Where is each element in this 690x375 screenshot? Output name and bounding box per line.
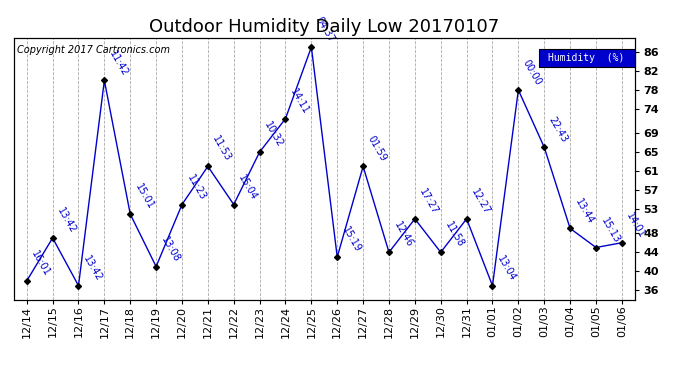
Text: 14:01: 14:01: [624, 211, 647, 240]
Text: 10:32: 10:32: [262, 120, 285, 149]
Text: 04:37: 04:37: [314, 15, 337, 44]
Text: 14:11: 14:11: [288, 87, 311, 116]
Text: 15:19: 15:19: [340, 225, 363, 254]
Text: 12:27: 12:27: [469, 187, 492, 216]
Text: 13:42: 13:42: [55, 206, 78, 235]
Text: 17:27: 17:27: [417, 187, 440, 216]
Text: 00:00: 00:00: [521, 58, 544, 87]
Title: Outdoor Humidity Daily Low 20170107: Outdoor Humidity Daily Low 20170107: [149, 18, 500, 36]
Bar: [539, 49, 635, 67]
Text: 15:01: 15:01: [133, 182, 156, 212]
Text: Copyright 2017 Cartronics.com: Copyright 2017 Cartronics.com: [17, 45, 170, 56]
Text: 13:44: 13:44: [573, 196, 595, 226]
Text: 11:42: 11:42: [107, 48, 130, 78]
Text: 11:23: 11:23: [185, 172, 208, 202]
Text: 15:13: 15:13: [599, 216, 622, 245]
Text: 22:43: 22:43: [547, 115, 570, 144]
Text: 11:58: 11:58: [444, 220, 466, 249]
Text: 15:04: 15:04: [237, 172, 259, 202]
Text: 13:08: 13:08: [159, 235, 181, 264]
Text: 01:59: 01:59: [366, 135, 388, 164]
Text: 13:42: 13:42: [81, 254, 104, 283]
Text: Humidity  (%): Humidity (%): [549, 53, 625, 63]
Text: 16:01: 16:01: [30, 249, 52, 278]
Text: 11:53: 11:53: [210, 135, 233, 164]
Text: 12:46: 12:46: [392, 220, 415, 249]
Text: 13:04: 13:04: [495, 254, 518, 283]
